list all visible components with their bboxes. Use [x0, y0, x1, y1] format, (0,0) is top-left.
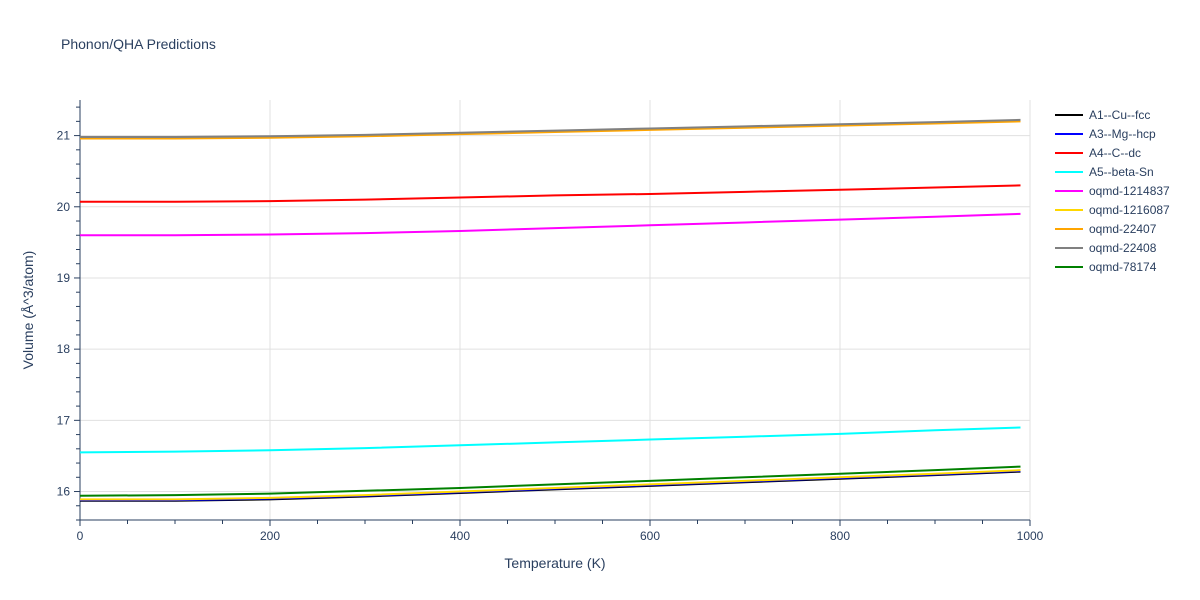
legend-label[interactable]: oqmd-1216087 [1089, 203, 1170, 217]
y-tick-label: 17 [57, 413, 71, 427]
chart-title: Phonon/QHA Predictions [61, 36, 216, 52]
series-lines [79, 118, 1021, 502]
legend: A1--Cu--fcc A3--Mg--hcp A4--C--dc A5--beta-… [1055, 108, 1170, 274]
legend-label[interactable]: oqmd-1214837 [1089, 184, 1170, 198]
x-tick-label: 600 [640, 529, 660, 543]
x-tick-label: 0 [77, 529, 84, 543]
x-axis-title: Temperature (K) [504, 555, 605, 571]
series-line-A4--C--dc [80, 184, 1021, 203]
series-line-oqmd-78174 [79, 465, 1021, 497]
series-line-oqmd-22407 [80, 120, 1021, 140]
legend-label[interactable]: oqmd-78174 [1089, 260, 1157, 274]
x-tick-label: 1000 [1017, 529, 1044, 543]
x-tick-label: 200 [260, 529, 280, 543]
legend-label[interactable]: A1--Cu--fcc [1089, 108, 1150, 122]
y-axis-title: Volume (Å^3/atom) [20, 251, 36, 370]
grid-lines [80, 100, 1031, 520]
x-tick-label: 800 [830, 529, 850, 543]
y-tick-label: 20 [57, 200, 71, 214]
series-line-A5--beta-Sn [79, 426, 1021, 454]
legend-label[interactable]: oqmd-22408 [1089, 241, 1157, 255]
series-line-oqmd-1214837 [80, 212, 1021, 237]
x-tick-label: 400 [450, 529, 470, 543]
legend-label[interactable]: A5--beta-Sn [1089, 165, 1154, 179]
series-line-oqmd-22408 [80, 118, 1021, 139]
y-tick-label: 16 [57, 485, 71, 499]
y-tick-label: 21 [57, 129, 71, 143]
y-tick-label: 19 [57, 271, 71, 285]
legend-label[interactable]: A3--Mg--hcp [1089, 127, 1156, 141]
y-tick-label: 18 [57, 342, 71, 356]
series-line-oqmd-1216087 [80, 469, 1021, 501]
legend-label[interactable]: A4--C--dc [1089, 146, 1141, 160]
axes [74, 100, 1031, 526]
tick-labels: 0 200 400 600 800 1000 16 17 18 19 20 21 [57, 129, 1044, 543]
legend-label[interactable]: oqmd-22407 [1089, 222, 1157, 236]
